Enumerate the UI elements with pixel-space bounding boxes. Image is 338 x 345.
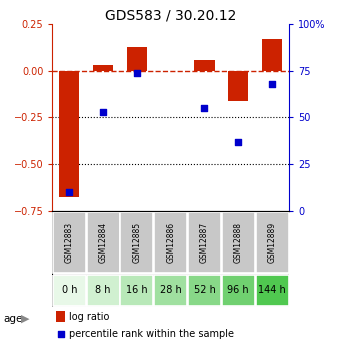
- Bar: [188, 212, 221, 273]
- Bar: [222, 275, 255, 306]
- Bar: [56, 311, 66, 322]
- Text: 52 h: 52 h: [194, 285, 215, 295]
- Bar: [87, 275, 120, 306]
- Point: [134, 70, 140, 75]
- Text: GSM12888: GSM12888: [234, 222, 243, 263]
- Bar: [154, 275, 187, 306]
- Bar: [256, 275, 289, 306]
- Text: GSM12889: GSM12889: [268, 222, 276, 263]
- Bar: [228, 71, 248, 101]
- Bar: [154, 212, 187, 273]
- Bar: [127, 47, 147, 71]
- Text: age: age: [3, 314, 23, 324]
- Text: 0 h: 0 h: [62, 285, 77, 295]
- Text: GSM12886: GSM12886: [166, 222, 175, 263]
- Text: 8 h: 8 h: [95, 285, 111, 295]
- Bar: [59, 71, 79, 197]
- Bar: [120, 275, 153, 306]
- Bar: [87, 212, 120, 273]
- Point: [236, 139, 241, 144]
- Bar: [222, 212, 255, 273]
- Bar: [194, 60, 215, 71]
- Bar: [53, 275, 86, 306]
- Text: 16 h: 16 h: [126, 285, 148, 295]
- Bar: [188, 275, 221, 306]
- Title: GDS583 / 30.20.12: GDS583 / 30.20.12: [105, 9, 236, 23]
- Bar: [93, 65, 113, 71]
- Text: GSM12885: GSM12885: [132, 222, 141, 263]
- Point: [100, 109, 106, 115]
- Bar: [53, 212, 86, 273]
- Text: 96 h: 96 h: [227, 285, 249, 295]
- Point: [269, 81, 275, 87]
- Text: percentile rank within the sample: percentile rank within the sample: [69, 329, 234, 339]
- Text: ▶: ▶: [21, 314, 29, 324]
- Text: 28 h: 28 h: [160, 285, 182, 295]
- Bar: [256, 212, 289, 273]
- Text: GSM12884: GSM12884: [99, 222, 107, 263]
- Bar: [262, 39, 282, 71]
- Bar: [120, 212, 153, 273]
- Text: GSM12883: GSM12883: [65, 222, 74, 263]
- Point: [58, 331, 64, 337]
- Point: [202, 105, 207, 111]
- Text: GSM12887: GSM12887: [200, 222, 209, 263]
- Text: 144 h: 144 h: [258, 285, 286, 295]
- Point: [67, 189, 72, 195]
- Text: log ratio: log ratio: [69, 312, 109, 322]
